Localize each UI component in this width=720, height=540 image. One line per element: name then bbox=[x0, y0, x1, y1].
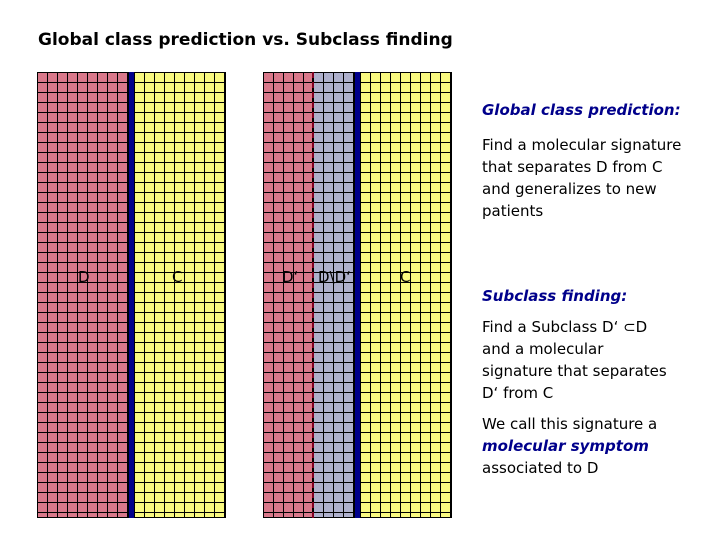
page-title: Global class prediction vs. Subclass fin… bbox=[38, 30, 453, 50]
dashed-divider bbox=[312, 72, 314, 518]
label-c-right: C bbox=[400, 268, 411, 286]
global-body: Find a molecular signature that separate… bbox=[482, 136, 682, 220]
grid-right-rest bbox=[313, 72, 355, 518]
label-dprime: D‘ bbox=[282, 268, 299, 286]
label-c-left: C bbox=[172, 268, 183, 286]
grid-right-c bbox=[360, 72, 452, 518]
subclass-heading: Subclass finding: bbox=[482, 287, 628, 305]
global-heading: Global class prediction: bbox=[482, 101, 681, 119]
call-emph: molecular symptom bbox=[482, 437, 649, 455]
call-prefix: We call this signature a bbox=[482, 415, 658, 433]
molecular-symptom-note: We call this signature a molecular sympt… bbox=[482, 413, 697, 479]
separator-left bbox=[129, 72, 134, 518]
grid-left-d bbox=[37, 72, 129, 518]
call-suffix: associated to D bbox=[482, 459, 599, 477]
label-d-minus-dprime: D\D‘ bbox=[318, 268, 351, 286]
subclass-body: Find a Subclass D‘ ⊂D and a molecular si… bbox=[482, 318, 667, 402]
grid-right-dprime bbox=[263, 72, 313, 518]
grid-left-c bbox=[134, 72, 226, 518]
label-d: D bbox=[78, 268, 90, 286]
separator-right bbox=[355, 72, 360, 518]
